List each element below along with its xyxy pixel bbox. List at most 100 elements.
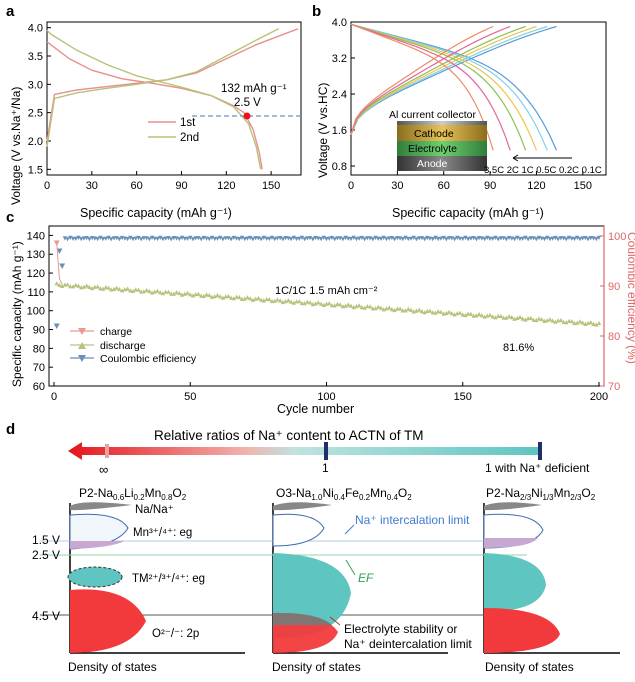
b-xtick-label: 60 — [438, 180, 450, 192]
ratio-deficient-label: 1 with Na⁺ deficient — [485, 461, 590, 475]
a-xtick-label: 60 — [131, 180, 143, 192]
discharge-point — [406, 306, 411, 311]
ce-point — [280, 237, 286, 242]
m2-na-band — [273, 502, 332, 511]
discharge-point — [474, 313, 479, 318]
discharge-point — [305, 299, 310, 304]
c-y2tick-label: 80 — [608, 331, 620, 343]
discharge-point — [517, 314, 523, 319]
discharge-point — [362, 305, 367, 310]
ce-point — [79, 237, 84, 242]
discharge-point — [482, 314, 487, 319]
ratio-infinity-label: ∞ — [99, 462, 108, 477]
ce-point — [299, 235, 305, 240]
note-electrolyte-line2: Na⁺ deintercalation limit — [344, 637, 472, 651]
ce-point — [433, 235, 438, 240]
inset-al-label: Al current collector — [389, 109, 476, 121]
discharge-point — [261, 298, 266, 303]
ce-point — [100, 236, 106, 242]
ce-point — [59, 263, 66, 269]
ce-point — [474, 237, 479, 242]
discharge-point — [278, 298, 283, 303]
ce-point — [324, 237, 329, 242]
discharge-point — [596, 320, 602, 326]
ce-point — [403, 235, 408, 240]
b-xtick-label: 30 — [391, 180, 403, 192]
discharge-point — [583, 321, 588, 326]
discharge-point — [490, 314, 495, 319]
discharge-point — [457, 310, 463, 315]
ce-point — [496, 237, 501, 242]
a-ytick-label: 3.5 — [28, 51, 43, 63]
ce-point — [384, 237, 389, 242]
dos-axis-label-3: Density of states — [485, 660, 574, 674]
ratio-one-label: 1 — [322, 461, 329, 475]
a-xtick-label: 90 — [175, 180, 187, 192]
panel-c-ticks: 0 50 100 150 200 60 70 80 90 100 110 120 130 140 70 80 9… — [27, 230, 627, 403]
ce-point — [400, 237, 405, 242]
a-curve-2nd-discharge — [46, 29, 262, 170]
ce-point — [188, 235, 193, 240]
discharge-point — [351, 305, 356, 310]
discharge-point — [449, 311, 454, 316]
ce-point — [242, 237, 247, 242]
discharge-point — [302, 301, 307, 306]
discharge-point — [196, 291, 201, 296]
discharge-point — [272, 298, 277, 303]
discharge-point — [163, 289, 168, 294]
c-ytick-label: 90 — [33, 325, 45, 337]
ce-point — [147, 237, 152, 242]
ce-point — [109, 237, 114, 242]
discharge-point — [204, 292, 209, 297]
discharge-point — [343, 303, 348, 308]
ce-point — [523, 235, 528, 240]
discharge-point — [327, 301, 332, 306]
panel-a-ticks: 0 30 60 90 120 150 1.5 2.0 2.5 3.0 3.5 4.0 — [28, 23, 281, 192]
ce-point — [327, 236, 332, 241]
discharge-point — [307, 300, 313, 305]
discharge-point — [286, 298, 291, 303]
ce-point — [452, 237, 457, 242]
discharge-point — [444, 310, 449, 316]
ce-point — [177, 237, 182, 242]
level-4p5-label: 4.5 V — [32, 609, 60, 623]
ce-point — [73, 236, 78, 241]
discharge-point — [117, 286, 122, 292]
ce-point — [392, 237, 397, 242]
ce-point — [196, 236, 201, 241]
discharge-point — [288, 299, 294, 304]
ce-point — [190, 237, 196, 242]
discharge-point — [212, 294, 217, 299]
ce-point — [291, 235, 296, 240]
b-xtick-label: 120 — [527, 180, 545, 192]
discharge-point — [591, 321, 596, 326]
b-ytick-label: 3.2 — [332, 53, 347, 65]
discharge-point — [218, 294, 223, 299]
ce-point — [381, 235, 386, 240]
discharge-point — [498, 313, 504, 318]
band-mn-label: Mn³⁺/⁴⁺: eg — [133, 527, 192, 539]
discharge-point — [188, 292, 193, 297]
ce-point — [106, 235, 111, 240]
ce-point — [340, 237, 346, 242]
discharge-point — [87, 284, 92, 289]
discharge-point — [174, 290, 179, 295]
b-ytick-label: 4.0 — [332, 17, 347, 29]
ce-point — [577, 237, 583, 242]
ce-point — [351, 235, 356, 240]
discharge-point — [506, 314, 512, 319]
c-xtick-label: 200 — [590, 391, 608, 403]
discharge-point — [166, 289, 171, 294]
ce-point — [438, 236, 444, 241]
ce-point — [220, 237, 226, 242]
note-intercalation-arrow — [344, 524, 355, 535]
ce-point — [158, 235, 163, 240]
m3-tm-band — [484, 553, 546, 612]
a-xtick-label: 0 — [44, 180, 50, 192]
ce-point — [169, 237, 174, 242]
ce-point — [297, 236, 302, 241]
discharge-point — [81, 284, 87, 289]
ce-point — [422, 237, 427, 242]
ce-point — [498, 236, 504, 241]
panel-d: d Relative ratios of Na⁺ content to ACTN… — [6, 421, 620, 674]
